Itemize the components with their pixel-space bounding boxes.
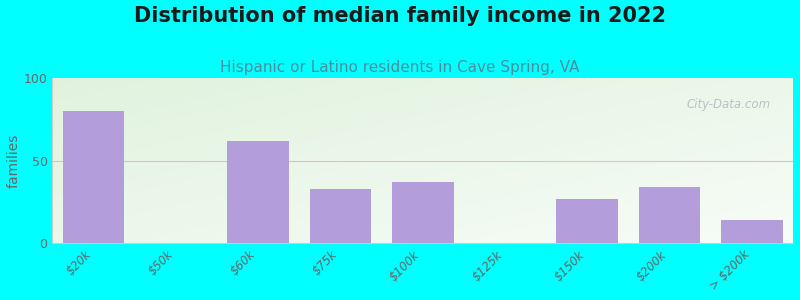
Text: City-Data.com: City-Data.com <box>686 98 771 111</box>
Bar <box>721 220 782 243</box>
Bar <box>310 189 371 243</box>
Bar <box>227 141 289 243</box>
Bar <box>638 187 701 243</box>
Bar <box>392 182 454 243</box>
Text: Distribution of median family income in 2022: Distribution of median family income in … <box>134 6 666 26</box>
Bar <box>62 111 125 243</box>
Text: Hispanic or Latino residents in Cave Spring, VA: Hispanic or Latino residents in Cave Spr… <box>220 60 580 75</box>
Bar <box>557 199 618 243</box>
Y-axis label: families: families <box>7 134 21 188</box>
